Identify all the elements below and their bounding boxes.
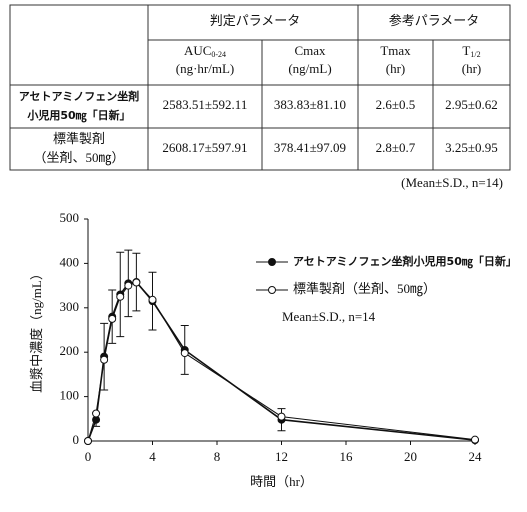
table: 判定パラメータ 参考パラメータ (Mean±S.D., n=14) <box>9 4 511 190</box>
point <box>148 295 157 304</box>
column-header: AUC0-24 <box>184 43 226 59</box>
y-tick-label: 500 <box>60 210 80 225</box>
column-name: AUC <box>184 43 211 58</box>
column-unit: (ng·hr/mL) <box>176 61 234 76</box>
annotation: Mean±S.D., n=14 <box>282 309 376 324</box>
group-header: 判定パラメータ <box>210 13 301 28</box>
group-header: 参考パラメータ <box>389 13 480 28</box>
point <box>132 278 141 287</box>
y-axis-label: 血漿中濃度（ng/mL） <box>29 267 44 393</box>
x-tick-label: 20 <box>404 449 417 464</box>
row-label: 小児用50㎎「日新」 <box>26 108 130 123</box>
x-tick-label: 8 <box>214 449 221 464</box>
row-label: アセトアミノフェン坐剤 <box>19 89 140 103</box>
point <box>116 292 125 301</box>
x-tick-label: 0 <box>85 449 92 464</box>
point <box>180 349 189 358</box>
y-tick-label: 200 <box>60 343 80 358</box>
y-tick-label: 300 <box>60 299 80 314</box>
table-cell: 2583.51±592.11 <box>163 97 248 112</box>
table-cell: 3.25±0.95 <box>445 140 498 155</box>
column-subscript: 0-24 <box>211 50 226 59</box>
point <box>471 435 479 444</box>
x-tick-label: 24 <box>469 449 483 464</box>
x-tick-label: 16 <box>340 449 354 464</box>
x-axis-label: 時間（hr） <box>250 474 313 489</box>
legend-label: アセトアミノフェン坐剤小児用50㎎「日新」 <box>293 254 517 269</box>
row-label: 標準製剤 <box>53 131 105 146</box>
point <box>84 437 92 445</box>
table-note: (Mean±S.D., n=14) <box>401 175 503 190</box>
table-cell: 2.8±0.7 <box>376 140 416 155</box>
table-border <box>9 4 511 171</box>
point <box>92 409 101 418</box>
table-cell: 2608.17±597.91 <box>162 140 247 155</box>
x-tick-label: 4 <box>149 449 156 464</box>
column-subscript: 1/2 <box>470 50 480 59</box>
table-cell: 2.95±0.62 <box>445 97 498 112</box>
y-tick-label: 400 <box>60 254 80 269</box>
table-cell: 383.83±81.10 <box>274 97 346 112</box>
column-name: T <box>462 43 470 58</box>
column-name: Tmax <box>380 43 411 58</box>
legend-marker <box>268 286 276 294</box>
column-unit: (hr) <box>386 61 406 76</box>
y-tick-label: 100 <box>60 388 80 403</box>
legend-marker <box>268 258 276 266</box>
column-unit: (hr) <box>462 61 482 76</box>
table-cell: 378.41±97.09 <box>274 140 346 155</box>
column-unit: (ng/mL) <box>288 61 331 76</box>
point <box>100 355 109 364</box>
row-label: （坐剤、50㎎） <box>33 150 124 166</box>
column-name: Cmax <box>294 43 326 58</box>
point <box>124 281 133 290</box>
y-tick-label: 0 <box>73 432 80 447</box>
column-header: Tmax <box>380 43 411 58</box>
table-cell: 2.6±0.5 <box>376 97 416 112</box>
legend-label: 標準製剤（坐剤、50㎎） <box>293 281 436 297</box>
point <box>108 314 117 323</box>
point <box>277 412 286 421</box>
column-header: T1/2 <box>462 43 480 59</box>
column-header: Cmax <box>294 43 326 58</box>
x-tick-label: 12 <box>275 449 288 464</box>
